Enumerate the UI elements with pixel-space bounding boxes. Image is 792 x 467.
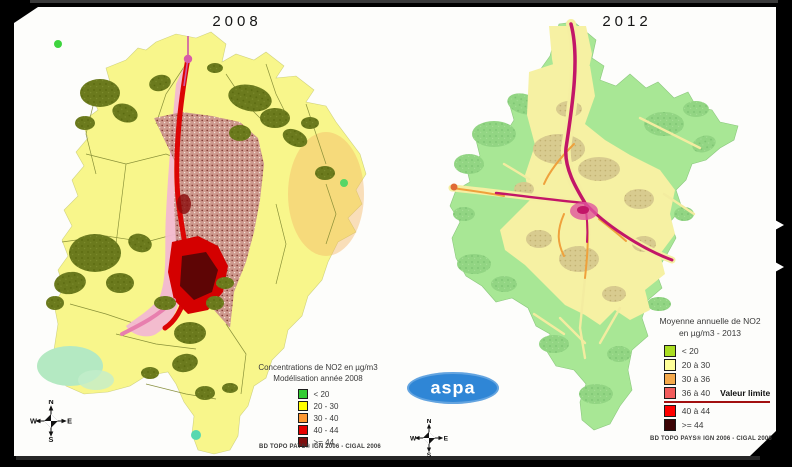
legend-swatch (663, 372, 676, 385)
legend-label: 40 à 44 (681, 405, 711, 416)
compass-n: N (48, 400, 53, 406)
map-2008 (37, 31, 367, 455)
attribution-right: BD TOPO PAYS® IGN 2006 - CIGAL 2006 (650, 436, 772, 442)
legend-2012-title-line2: en µg/m3 - 2013 (678, 327, 742, 338)
legend-swatch (663, 386, 676, 399)
legend-row: 20 - 30 (297, 401, 339, 412)
compass-s: S (49, 435, 54, 442)
legend-2008: Concentrations de NO2 en µg/m3 Modélisat… (246, 362, 390, 449)
page-edge-notch (775, 262, 784, 272)
legend-row: < 20 (297, 389, 339, 400)
legend-swatch (297, 413, 308, 424)
legend-2012: Moyenne annuelle de NO2 en µg/m3 - 2013 … (634, 316, 786, 433)
legend-row-limit: 36 à 40 Valeur limite (663, 386, 771, 403)
legend-label: < 20 (313, 389, 330, 399)
legend-label: 30 - 40 (313, 413, 339, 423)
compass-rose-icon: N S W E (410, 419, 448, 457)
legend-row: 30 - 40 (297, 413, 339, 424)
legend-row: 40 à 44 (663, 404, 756, 417)
legend-row: >= 44 (663, 418, 756, 431)
compass-e: E (67, 417, 72, 426)
aspa-logo-text: aspa (430, 378, 476, 398)
legend-row: >= 44 (297, 437, 339, 448)
legend-label: >= 44 (313, 437, 335, 447)
page-edge-notch (775, 220, 784, 230)
map-2012 (448, 19, 739, 431)
legend-label: 40 - 44 (313, 425, 339, 435)
legend-2008-title-line2: Modélisation année 2008 (273, 374, 363, 384)
valeur-limite-note: Valeur limite (720, 387, 771, 398)
compass-rose-icon: N S W E (30, 400, 72, 442)
compass-s: S (427, 452, 432, 457)
legend-swatch (297, 425, 308, 436)
legend-swatch (297, 401, 308, 412)
map-title-2008: 2008 (212, 13, 262, 30)
compass-n: N (427, 419, 432, 425)
legend-swatch (297, 389, 308, 400)
aspa-logo: aspa (407, 372, 499, 404)
legend-row: 30 à 36 (663, 372, 756, 385)
legend-swatch (663, 358, 676, 371)
legend-swatch (663, 404, 676, 417)
photo-top-edge (30, 0, 778, 3)
legend-label: < 20 (681, 345, 699, 356)
legend-label: 20 à 30 (681, 359, 711, 370)
legend-label: >= 44 (681, 419, 704, 430)
legend-swatch (663, 344, 676, 357)
page-bottom-shadow (16, 456, 760, 460)
legend-label: 20 - 30 (313, 401, 339, 411)
legend-label: 36 à 40 (681, 387, 711, 398)
legend-swatch (297, 437, 308, 448)
attribution-left: BD TOPO PAYS® IGN 2006 - CIGAL 2006 (259, 444, 381, 450)
legend-swatch (663, 418, 676, 431)
legend-row: < 20 (663, 344, 756, 357)
legend-label: 30 à 36 (681, 373, 711, 384)
compass-w: W (410, 435, 417, 442)
legend-row: 40 - 44 (297, 425, 339, 436)
legend-row: 20 à 30 (663, 358, 756, 371)
compass-w: W (30, 417, 37, 426)
map-title-2012: 2012 (602, 13, 652, 30)
legend-2012-title-line1: Moyenne annuelle de NO2 (659, 316, 761, 326)
compass-e: E (444, 435, 448, 442)
legend-2008-title-line1: Concentrations de NO2 en µg/m3 (258, 363, 378, 372)
